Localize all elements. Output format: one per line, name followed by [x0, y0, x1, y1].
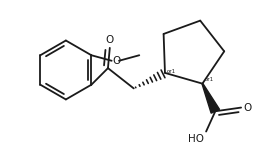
Text: O: O — [106, 35, 114, 45]
Text: or1: or1 — [167, 69, 176, 74]
Text: HO: HO — [188, 134, 204, 144]
Polygon shape — [202, 83, 219, 113]
Text: O: O — [113, 56, 121, 66]
Text: O: O — [244, 103, 252, 113]
Text: or1: or1 — [204, 77, 213, 82]
